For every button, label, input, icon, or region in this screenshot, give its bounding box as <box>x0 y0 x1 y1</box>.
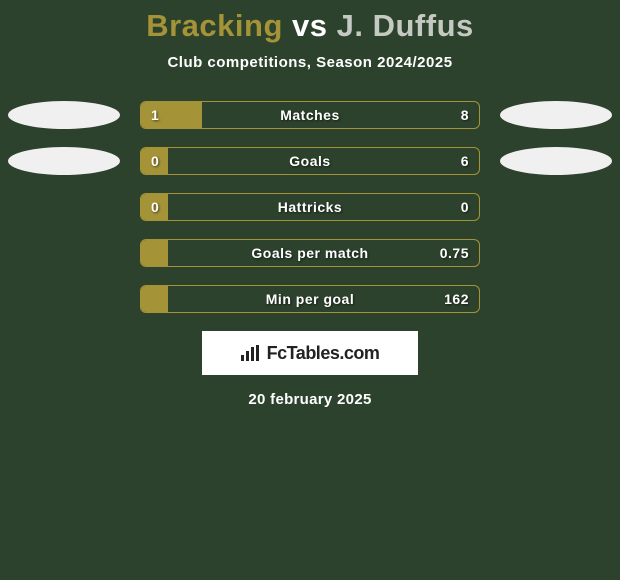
stat-label: Matches <box>280 107 340 123</box>
stat-value-left: 0 <box>151 153 159 169</box>
subtitle: Club competitions, Season 2024/2025 <box>0 54 620 71</box>
stat-label: Goals <box>289 153 330 169</box>
brand-text: FcTables.com <box>267 343 380 364</box>
stat-bar: 1 8 Matches <box>140 101 480 129</box>
player1-badge <box>8 147 120 175</box>
stats-list: 1 8 Matches 0 6 Goals 0 0 Hattricks 0.75 Goals per… <box>0 101 620 313</box>
stat-bar: 0 6 Goals <box>140 147 480 175</box>
stat-label: Goals per match <box>251 245 368 261</box>
stat-value-left: 0 <box>151 199 159 215</box>
stat-bar: 162 Min per goal <box>140 285 480 313</box>
bar-left-fill <box>141 286 168 312</box>
title-player1: Bracking <box>146 8 283 43</box>
stat-row: 0 6 Goals <box>0 147 620 175</box>
stat-label: Min per goal <box>266 291 354 307</box>
page-title: Bracking vs J. Duffus <box>0 8 620 44</box>
stat-bar: 0.75 Goals per match <box>140 239 480 267</box>
stat-row: 1 8 Matches <box>0 101 620 129</box>
stat-row: 162 Min per goal <box>0 285 620 313</box>
comparison-widget: Bracking vs J. Duffus Club competitions,… <box>0 0 620 408</box>
stat-label: Hattricks <box>278 199 342 215</box>
bar-chart-icon <box>241 345 261 361</box>
bar-left-fill <box>141 240 168 266</box>
stat-value-right: 0 <box>461 199 469 215</box>
player1-badge <box>8 101 120 129</box>
player2-badge <box>500 101 612 129</box>
brand-box[interactable]: FcTables.com <box>202 331 418 375</box>
stat-row: 0.75 Goals per match <box>0 239 620 267</box>
stat-value-left: 1 <box>151 107 159 123</box>
date-text: 20 february 2025 <box>0 391 620 408</box>
stat-row: 0 0 Hattricks <box>0 193 620 221</box>
title-player2: J. Duffus <box>337 8 474 43</box>
player2-badge <box>500 147 612 175</box>
stat-value-right: 162 <box>444 291 469 307</box>
stat-value-right: 6 <box>461 153 469 169</box>
title-vs: vs <box>292 8 327 43</box>
stat-value-right: 0.75 <box>440 245 469 261</box>
stat-bar: 0 0 Hattricks <box>140 193 480 221</box>
stat-value-right: 8 <box>461 107 469 123</box>
